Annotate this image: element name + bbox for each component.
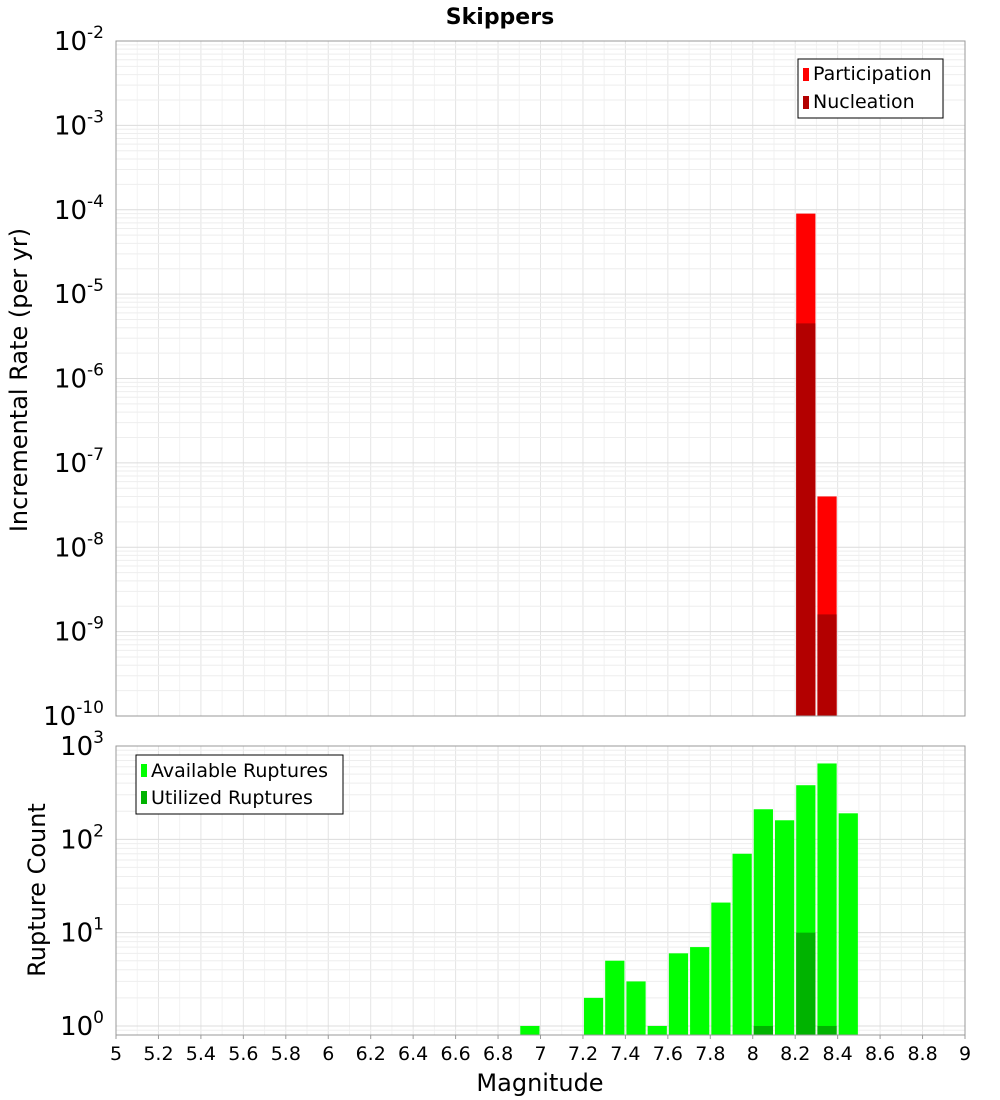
bar-available-ruptures-7-95 bbox=[732, 853, 752, 1035]
y-tick-label: 102 bbox=[60, 821, 104, 855]
bar-available-ruptures-7-25 bbox=[583, 997, 604, 1035]
x-tick-label: 5 bbox=[110, 1043, 122, 1065]
y-tick-label: 10-5 bbox=[54, 276, 104, 310]
legend-swatch-utilized bbox=[141, 791, 147, 804]
bar-available-ruptures-8-15 bbox=[774, 820, 795, 1035]
x-tick-label: 5.2 bbox=[143, 1043, 173, 1065]
bar-utilized-ruptures-8-25 bbox=[796, 932, 816, 1035]
x-tick-label: 7.2 bbox=[568, 1043, 598, 1065]
y-tick-label: 10-3 bbox=[54, 107, 104, 141]
y-tick-label: 10-2 bbox=[54, 23, 104, 57]
x-tick-label: 8.2 bbox=[780, 1043, 810, 1065]
x-tick-label: 6.6 bbox=[440, 1043, 470, 1065]
bar-available-ruptures-7-85 bbox=[711, 902, 731, 1035]
rupture-count-panel: 100 101 102 103 5 5.2 5.4 5.6 5.8 6 6.2 6.4 6.6 6.8 7… bbox=[23, 728, 971, 1097]
y-tick-label: 10-4 bbox=[54, 192, 104, 226]
x-tick-label: 9 bbox=[959, 1043, 971, 1065]
x-tick-label: 6.8 bbox=[483, 1043, 513, 1065]
bar-utilized-ruptures-8-05 bbox=[753, 1025, 773, 1035]
bars-bottom bbox=[520, 763, 858, 1035]
y-tick-label: 10-6 bbox=[54, 361, 104, 395]
bar-available-ruptures-8-45 bbox=[838, 813, 858, 1035]
bar-available-ruptures-7-75 bbox=[690, 947, 710, 1035]
plot-border-top bbox=[115, 40, 966, 717]
bar-available-ruptures-7-45 bbox=[626, 981, 646, 1035]
x-tick-label: 7.8 bbox=[695, 1043, 725, 1065]
y-ticks-top: 10-10 10-9 10-8 10-7 10-6 10-5 10-4 10-3 10-2 bbox=[43, 23, 104, 732]
participation-rate-panel: 10-10 10-9 10-8 10-7 10-6 10-5 10-4 10-3 10-2 In… bbox=[5, 23, 966, 732]
legend-label-nucleation: Nucleation bbox=[813, 91, 915, 113]
y-tick-label: 103 bbox=[60, 728, 104, 762]
bar-available-ruptures-6-95 bbox=[520, 1025, 540, 1035]
x-tick-label: 5.8 bbox=[271, 1043, 301, 1065]
y-tick-label: 10-7 bbox=[54, 445, 104, 479]
x-tick-label: 8 bbox=[747, 1043, 759, 1065]
x-tick-label: 6.4 bbox=[398, 1043, 428, 1065]
bar-nucleation-8-25 bbox=[796, 323, 816, 716]
x-tick-label: 5.4 bbox=[186, 1043, 216, 1065]
x-tick-label: 6 bbox=[322, 1043, 334, 1065]
bar-nucleation-8-35 bbox=[817, 614, 837, 716]
legend-label-available: Available Ruptures bbox=[151, 760, 328, 782]
y-tick-label: 101 bbox=[60, 915, 104, 949]
x-tick-label: 7.6 bbox=[653, 1043, 683, 1065]
bar-utilized-ruptures-8-35 bbox=[817, 1025, 837, 1035]
x-tick-label: 7.4 bbox=[610, 1043, 640, 1065]
x-tick-label: 8.6 bbox=[865, 1043, 895, 1065]
bars-top bbox=[796, 213, 837, 717]
y-ticks-bottom: 100 101 102 103 bbox=[60, 728, 104, 1042]
bar-available-ruptures-7-55 bbox=[647, 1025, 667, 1035]
x-tick-label: 7 bbox=[534, 1043, 546, 1065]
y-tick-label: 10-10 bbox=[43, 698, 104, 732]
legend-swatch-participation bbox=[803, 68, 809, 81]
y-tick-label: 10-9 bbox=[54, 614, 104, 648]
grid-top bbox=[115, 40, 966, 717]
y-axis-label-top: Incremental Rate (per yr) bbox=[5, 228, 33, 532]
bar-available-ruptures-8-35 bbox=[817, 763, 837, 1035]
legend-bottom: Available Ruptures Utilized Ruptures bbox=[135, 754, 344, 815]
y-tick-label: 100 bbox=[60, 1008, 104, 1042]
bar-available-ruptures-7-35 bbox=[605, 960, 625, 1035]
x-axis-label: Magnitude bbox=[476, 1069, 603, 1097]
bar-available-ruptures-8-05 bbox=[753, 809, 773, 1035]
x-tick-label: 8.8 bbox=[907, 1043, 937, 1065]
legend-swatch-available bbox=[141, 764, 147, 777]
legend-label-participation: Participation bbox=[813, 63, 932, 85]
legend-box-bottom bbox=[135, 754, 344, 815]
chart-title: Skippers bbox=[446, 5, 554, 30]
legend-label-utilized: Utilized Ruptures bbox=[151, 787, 313, 809]
legend-swatch-nucleation bbox=[803, 96, 809, 109]
legend-top: Participation Nucleation bbox=[797, 58, 944, 119]
bar-available-ruptures-7-65 bbox=[668, 953, 689, 1035]
x-ticks: 5 5.2 5.4 5.6 5.8 6 6.2 6.4 6.6 6.8 7 7.2 7.4 7.6 7.8 8… bbox=[110, 1035, 971, 1065]
y-axis-label-bottom: Rupture Count bbox=[23, 803, 51, 977]
x-tick-label: 5.6 bbox=[228, 1043, 258, 1065]
legend-box-top bbox=[797, 58, 944, 119]
x-tick-label: 6.2 bbox=[356, 1043, 386, 1065]
y-tick-label: 10-8 bbox=[54, 529, 104, 563]
x-tick-label: 8.4 bbox=[823, 1043, 853, 1065]
